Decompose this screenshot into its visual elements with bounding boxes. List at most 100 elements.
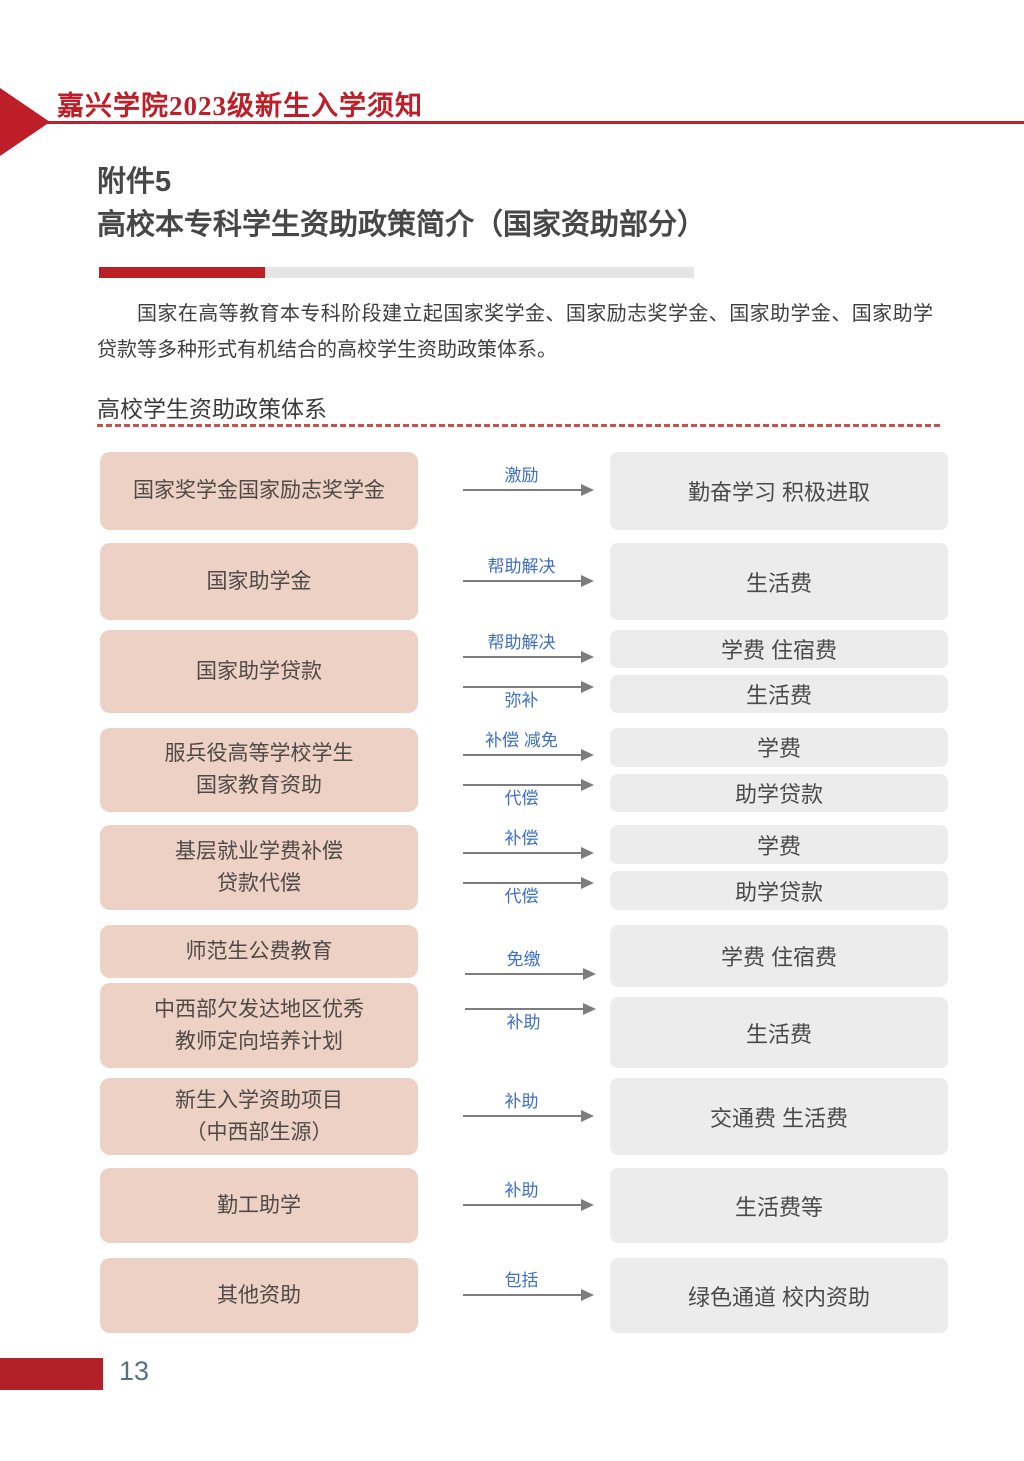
arrowhead-icon (580, 876, 594, 889)
benefit-column: 学费 住宿费 生活费 (610, 630, 948, 713)
arrowhead-icon (580, 779, 594, 791)
benefit-column: 生活费 (610, 543, 948, 620)
arrowhead-icon (580, 1109, 594, 1122)
arrow-label: 帮助解决 (487, 632, 556, 652)
arrow-label: 免缴 (506, 950, 541, 969)
benefit-box: 生活费 (610, 997, 948, 1068)
benefit-box-label: 勤奋学习 积极进取 (687, 480, 871, 505)
flow-arrow-cell: 补助 (458, 1003, 596, 1032)
policy-box-label: 国家助学金 (206, 569, 312, 593)
policy-box: 其他资助 (100, 1258, 418, 1333)
benefit-box: 助学贷款 (610, 773, 948, 812)
page-number: 13 (119, 1356, 150, 1386)
policy-box-label: 新生入学资助项目 (175, 1088, 343, 1112)
benefit-box: 勤奋学习 积极进取 (610, 452, 948, 530)
arrow-label: 代偿 (504, 886, 539, 906)
policy-box: 国家奖学金国家励志奖学金 (100, 452, 418, 530)
arrow-icon (462, 484, 594, 496)
benefit-column: 生活费等 (610, 1168, 948, 1243)
arrow-label: 补助 (504, 1091, 539, 1111)
arrow-icon (462, 574, 594, 587)
flow-arrow-cell: 补助 (418, 1078, 610, 1155)
benefit-box-label: 学费 (756, 833, 801, 859)
arrow-icon (462, 1198, 594, 1211)
benefit-column: 交通费 生活费 (610, 1078, 948, 1155)
diagram-row: 国家奖学金国家励志奖学金 激励 勤奋学习 积极进取 (100, 452, 948, 530)
arrow-label: 激励 (504, 466, 539, 485)
arrowhead-icon (580, 650, 594, 663)
benefit-column: 绿色通道 校内资助 (610, 1258, 948, 1333)
policy-box-label: 贷款代偿 (217, 871, 301, 895)
flow-arrow-cell: 免缴 (458, 950, 596, 980)
arrow-label: 补助 (506, 1013, 541, 1032)
benefit-box: 学费 (610, 728, 948, 767)
policy-box-label: （中西部生源） (185, 1120, 333, 1144)
benefit-box-label: 学费 (756, 736, 801, 762)
arrowhead-icon (580, 680, 594, 693)
flow-arrow-cell: 激励 (418, 452, 610, 530)
benefit-box: 学费 住宿费 (610, 925, 948, 987)
policy-box-label: 教师定向培养计划 (175, 1029, 343, 1053)
title-accent-bar (99, 267, 694, 278)
policy-box: 勤工助学 (100, 1168, 418, 1243)
arrow-label: 代偿 (504, 789, 539, 808)
benefit-column: 勤奋学习 积极进取 (610, 452, 948, 530)
arrow-icon (462, 1288, 594, 1301)
policy-box-label: 中西部欠发达地区优秀 (154, 997, 364, 1021)
document-title: 嘉兴学院2023级新生入学须知 (57, 91, 423, 121)
benefit-box: 生活费等 (610, 1168, 948, 1243)
policy-box: 基层就业学费补偿 贷款代偿 (100, 825, 418, 910)
arrow-label: 包括 (504, 1270, 539, 1290)
benefit-box: 交通费 生活费 (610, 1078, 948, 1155)
policy-box: 国家助学金 (100, 543, 418, 620)
arrow-label: 补助 (504, 1180, 539, 1200)
arrowhead-icon (580, 1198, 594, 1211)
corner-triangle-icon (0, 88, 50, 156)
policy-box: 新生入学资助项目 （中西部生源） (100, 1078, 418, 1155)
diagram-row: 新生入学资助项目 （中西部生源） 补助 交通费 生活费 (100, 1078, 948, 1155)
policy-box: 服兵役高等学校学生 国家教育资助 (100, 728, 418, 812)
diagram-row: 服兵役高等学校学生 国家教育资助 补偿 减免 代偿 学费 助学贷款 (100, 728, 948, 812)
flow-arrow-cell: 包括 (418, 1258, 610, 1333)
diagram-row: 国家助学金 帮助解决 生活费 (100, 543, 948, 620)
policy-box-label: 国家助学贷款 (196, 659, 322, 683)
arrow-icon (462, 650, 594, 663)
benefit-box: 学费 住宿费 (610, 630, 948, 668)
benefit-box-label: 绿色通道 校内资助 (687, 1284, 871, 1310)
benefit-column: 学费 助学贷款 (610, 728, 948, 812)
benefit-column: 学费 助学贷款 (610, 825, 948, 910)
attachment-label: 附件5 (97, 166, 172, 198)
arrowhead-icon (580, 749, 594, 761)
accent-bar-red-segment (99, 267, 265, 278)
header-rule (0, 121, 1024, 124)
arrow-icon (462, 749, 594, 761)
section-title: 高校学生资助政策体系 (97, 396, 327, 422)
policy-box-label: 师范生公费教育 (185, 939, 333, 963)
policy-diagram: 国家奖学金国家励志奖学金 激励 勤奋学习 积极进取 国家助学金 帮助 (100, 452, 948, 1333)
diagram-row: 基层就业学费补偿 贷款代偿 补偿 代偿 学费 助学贷款 (100, 825, 948, 910)
arrowhead-icon (582, 968, 596, 980)
section-dashed-divider (97, 424, 940, 427)
benefit-box: 助学贷款 (610, 871, 948, 910)
arrow-icon (462, 779, 594, 791)
arrow-icon (462, 1109, 594, 1122)
arrow-label: 弥补 (504, 690, 539, 710)
benefit-box-label: 交通费 生活费 (709, 1105, 849, 1131)
flow-arrow-cell: 补偿 代偿 (418, 825, 610, 910)
arrow-label: 补偿 减免 (485, 731, 558, 750)
benefit-box: 学费 (610, 825, 948, 864)
arrowhead-icon (580, 1288, 594, 1301)
benefit-box: 生活费 (610, 675, 948, 713)
policy-box-label: 服兵役高等学校学生 (164, 742, 354, 765)
policy-box-label: 国家奖学金国家励志奖学金 (133, 479, 385, 502)
benefit-box-label: 学费 住宿费 (720, 945, 838, 970)
arrowhead-icon (582, 1003, 596, 1015)
arrow-label: 帮助解决 (487, 556, 556, 576)
benefit-box: 生活费 (610, 543, 948, 620)
policy-box: 国家助学贷款 (100, 630, 418, 713)
policy-box-label: 勤工助学 (217, 1193, 301, 1217)
policy-box: 中西部欠发达地区优秀 教师定向培养计划 (100, 983, 418, 1068)
arrowhead-icon (580, 574, 594, 587)
diagram-row: 国家助学贷款 帮助解决 弥补 学费 住宿费 生活费 (100, 630, 948, 713)
